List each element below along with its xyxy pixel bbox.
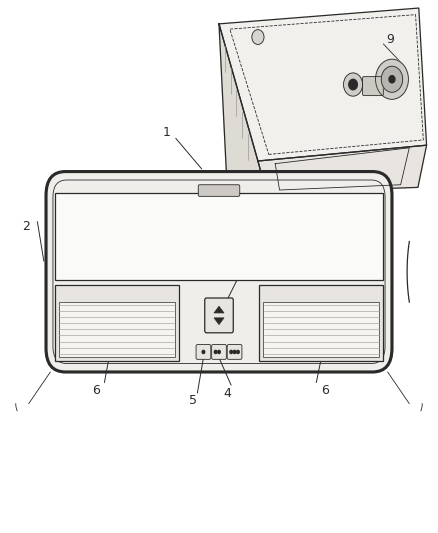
FancyBboxPatch shape xyxy=(196,344,211,359)
Circle shape xyxy=(218,350,220,353)
Bar xyxy=(263,302,379,357)
Polygon shape xyxy=(214,318,224,325)
FancyBboxPatch shape xyxy=(53,180,385,364)
Polygon shape xyxy=(258,145,427,192)
Polygon shape xyxy=(219,8,427,161)
Circle shape xyxy=(237,350,239,353)
Polygon shape xyxy=(219,24,267,198)
Text: 7: 7 xyxy=(243,257,251,270)
Polygon shape xyxy=(214,306,224,313)
FancyBboxPatch shape xyxy=(205,298,233,333)
Text: 4: 4 xyxy=(224,386,232,400)
FancyBboxPatch shape xyxy=(363,77,383,95)
FancyBboxPatch shape xyxy=(198,185,240,196)
Bar xyxy=(55,285,179,361)
Circle shape xyxy=(389,76,395,83)
Text: 2: 2 xyxy=(23,221,31,233)
Circle shape xyxy=(381,66,403,92)
FancyBboxPatch shape xyxy=(46,172,392,372)
Circle shape xyxy=(349,79,357,90)
FancyBboxPatch shape xyxy=(212,344,226,359)
Bar xyxy=(59,302,175,357)
Text: 6: 6 xyxy=(92,384,100,397)
Bar xyxy=(259,285,383,361)
Circle shape xyxy=(202,350,205,353)
Circle shape xyxy=(214,350,217,353)
FancyBboxPatch shape xyxy=(227,344,242,359)
Circle shape xyxy=(343,73,363,96)
Circle shape xyxy=(375,59,408,99)
Circle shape xyxy=(233,350,236,353)
Text: 6: 6 xyxy=(321,384,329,397)
Bar xyxy=(55,193,383,280)
Text: 9: 9 xyxy=(386,33,394,46)
Circle shape xyxy=(230,350,233,353)
Circle shape xyxy=(252,30,264,44)
Text: 5: 5 xyxy=(189,394,197,408)
Text: 1: 1 xyxy=(163,125,171,139)
